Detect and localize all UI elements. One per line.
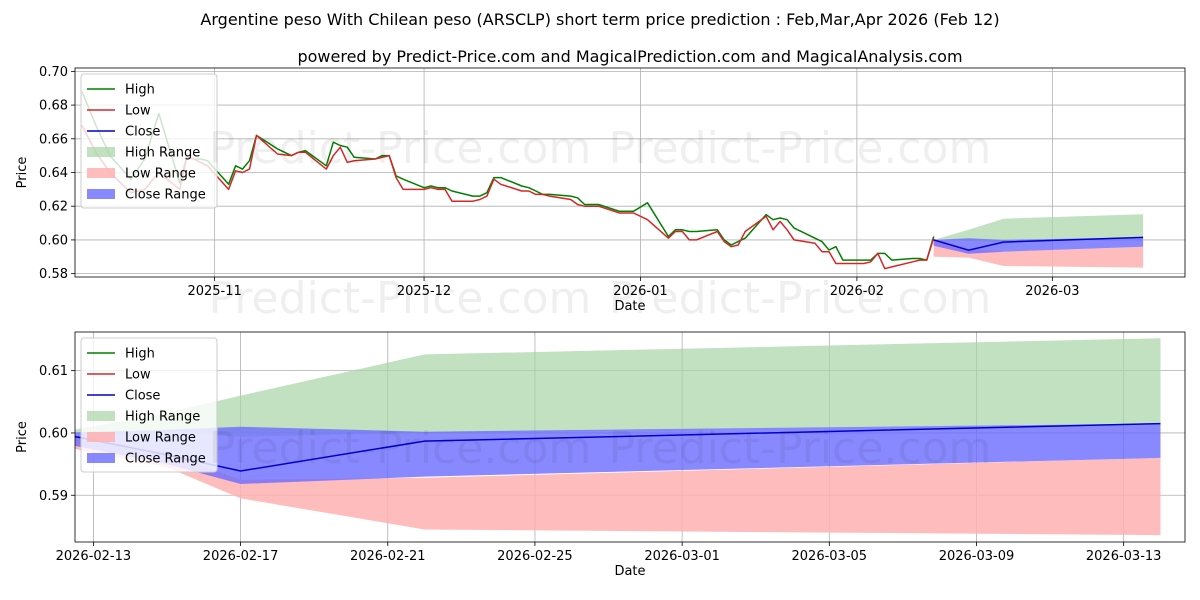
legend: High Low Close High Range Low Range Close Ran… bbox=[80, 337, 218, 473]
legend-entry-high-label: High bbox=[125, 83, 155, 98]
x-tick-label: 2026-02-25 bbox=[497, 549, 573, 564]
low-range-band bbox=[75, 436, 1161, 536]
legend-entry-low-label: Low bbox=[125, 368, 151, 383]
high-range-band bbox=[933, 214, 1144, 243]
y-tick-label: 0.68 bbox=[39, 99, 68, 114]
legend-entry-low-range-label: Low Range bbox=[125, 431, 196, 446]
x-tick-label: 2025-12 bbox=[397, 284, 451, 299]
legend-entry-high-range-label: High Range bbox=[125, 146, 200, 161]
plot-frame bbox=[74, 331, 1186, 543]
bottom-panel: 2026-02-13 2026-02-17 2026-02-21 2026-02-25… bbox=[15, 331, 1186, 579]
legend-entry-close-range-label: Close Range bbox=[125, 452, 206, 467]
y-tick-label: 0.58 bbox=[39, 267, 68, 282]
legend-entry-low-range-swatch bbox=[87, 432, 115, 442]
plot-area bbox=[81, 91, 1144, 270]
x-tick-label: 2026-03-13 bbox=[1086, 549, 1162, 564]
y-axis-label: Price bbox=[15, 421, 30, 453]
chart-title: Argentine peso With Chilean peso (ARSCLP… bbox=[200, 10, 999, 29]
x-tick-label: 2026-03-05 bbox=[792, 549, 868, 564]
watermark-text: Predict-Price.com bbox=[609, 273, 992, 324]
high-series-line bbox=[81, 91, 935, 261]
legend-entry-low-label: Low bbox=[125, 104, 151, 119]
legend: High Low Close High Range Low Range Close Ran… bbox=[80, 73, 218, 209]
legend-entry-high-label: High bbox=[125, 347, 155, 362]
low-series-line bbox=[81, 124, 935, 270]
x-tick-label: 2026-02-21 bbox=[350, 549, 426, 564]
watermark-text: Predict-Price.com bbox=[609, 123, 992, 174]
low-range-band bbox=[933, 239, 1144, 268]
y-tick-label: 0.62 bbox=[39, 200, 68, 215]
plot-frame bbox=[74, 67, 1186, 278]
x-axis-label: Date bbox=[614, 299, 645, 314]
y-tick-label: 0.60 bbox=[39, 233, 68, 248]
legend-entry-close-range-label: Close Range bbox=[125, 188, 206, 203]
x-axis-label: Date bbox=[614, 564, 645, 579]
watermark-text: Predict-Price.com bbox=[209, 423, 592, 474]
y-tick-label: 0.60 bbox=[39, 426, 68, 441]
x-tick-label: 2025-11 bbox=[187, 284, 241, 299]
x-tick-label: 2026-03-09 bbox=[939, 549, 1015, 564]
chart-subtitle: powered by Predict-Price.com and Magical… bbox=[297, 47, 962, 66]
top-panel: 2025-11 2025-12 2026-01 2026-02 2026-03 0.58 0… bbox=[15, 65, 1186, 314]
x-tick-label: 2026-01 bbox=[613, 284, 667, 299]
legend-entry-high-range-swatch bbox=[87, 411, 115, 421]
x-tick-label: 2026-03 bbox=[1025, 284, 1079, 299]
plot-area bbox=[75, 338, 1161, 536]
watermark-group: Predict-Price.com Predict-Price.com Pred… bbox=[209, 123, 992, 474]
legend-entry-high-range-swatch bbox=[87, 147, 115, 157]
x-tick-label: 2026-03-01 bbox=[644, 549, 720, 564]
y-tick-label: 0.61 bbox=[39, 364, 68, 379]
legend-entry-close-label: Close bbox=[125, 389, 160, 404]
watermark-text: Predict-Price.com bbox=[609, 423, 992, 474]
watermark-text: Predict-Price.com bbox=[209, 273, 592, 324]
legend-entry-close-range-swatch bbox=[87, 189, 115, 199]
legend-entry-close-label: Close bbox=[125, 125, 160, 140]
legend-entry-high-range-label: High Range bbox=[125, 410, 200, 425]
high-range-band bbox=[75, 338, 1161, 437]
x-tick-label: 2026-02-13 bbox=[56, 549, 132, 564]
legend-entry-low-range-label: Low Range bbox=[125, 167, 196, 182]
y-axis-label: Price bbox=[15, 157, 30, 189]
close-range-band bbox=[75, 423, 1161, 484]
y-tick-label: 0.66 bbox=[39, 132, 68, 147]
y-tick-label: 0.70 bbox=[39, 65, 68, 80]
legend-entry-low-range-swatch bbox=[87, 168, 115, 178]
legend-entry-close-range-swatch bbox=[87, 453, 115, 463]
x-tick-label: 2026-02-17 bbox=[203, 549, 279, 564]
close-range-band bbox=[933, 237, 1144, 254]
close-series-line bbox=[933, 236, 1144, 251]
y-tick-label: 0.59 bbox=[39, 489, 68, 504]
watermark-text: Predict-Price.com bbox=[209, 123, 592, 174]
x-tick-label: 2026-02 bbox=[830, 284, 884, 299]
y-tick-label: 0.64 bbox=[39, 166, 68, 181]
